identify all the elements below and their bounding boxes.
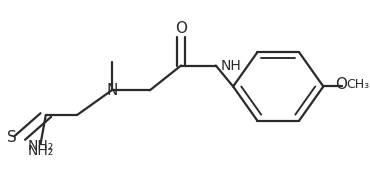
Text: N: N [106,83,117,98]
Text: CH₃: CH₃ [346,78,369,91]
Text: NH: NH [221,59,242,73]
Text: NH₂: NH₂ [27,139,54,153]
Text: NH₂: NH₂ [27,144,54,158]
Text: S: S [7,130,17,145]
Text: O: O [175,21,187,36]
Text: O: O [336,77,347,92]
